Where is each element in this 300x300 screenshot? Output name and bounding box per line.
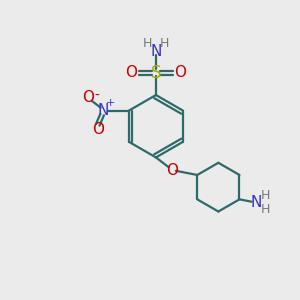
Text: H: H — [261, 189, 270, 202]
Text: O: O — [166, 163, 178, 178]
Text: H: H — [142, 37, 152, 50]
Text: N: N — [98, 103, 109, 118]
Text: O: O — [126, 65, 138, 80]
Text: N: N — [150, 44, 162, 59]
Text: -: - — [94, 89, 99, 103]
Text: O: O — [174, 65, 186, 80]
Text: N: N — [250, 195, 262, 210]
Text: O: O — [92, 122, 104, 136]
Text: S: S — [151, 64, 161, 82]
Text: O: O — [82, 90, 94, 105]
Text: +: + — [106, 98, 115, 108]
Text: H: H — [160, 37, 170, 50]
Text: H: H — [261, 203, 270, 216]
